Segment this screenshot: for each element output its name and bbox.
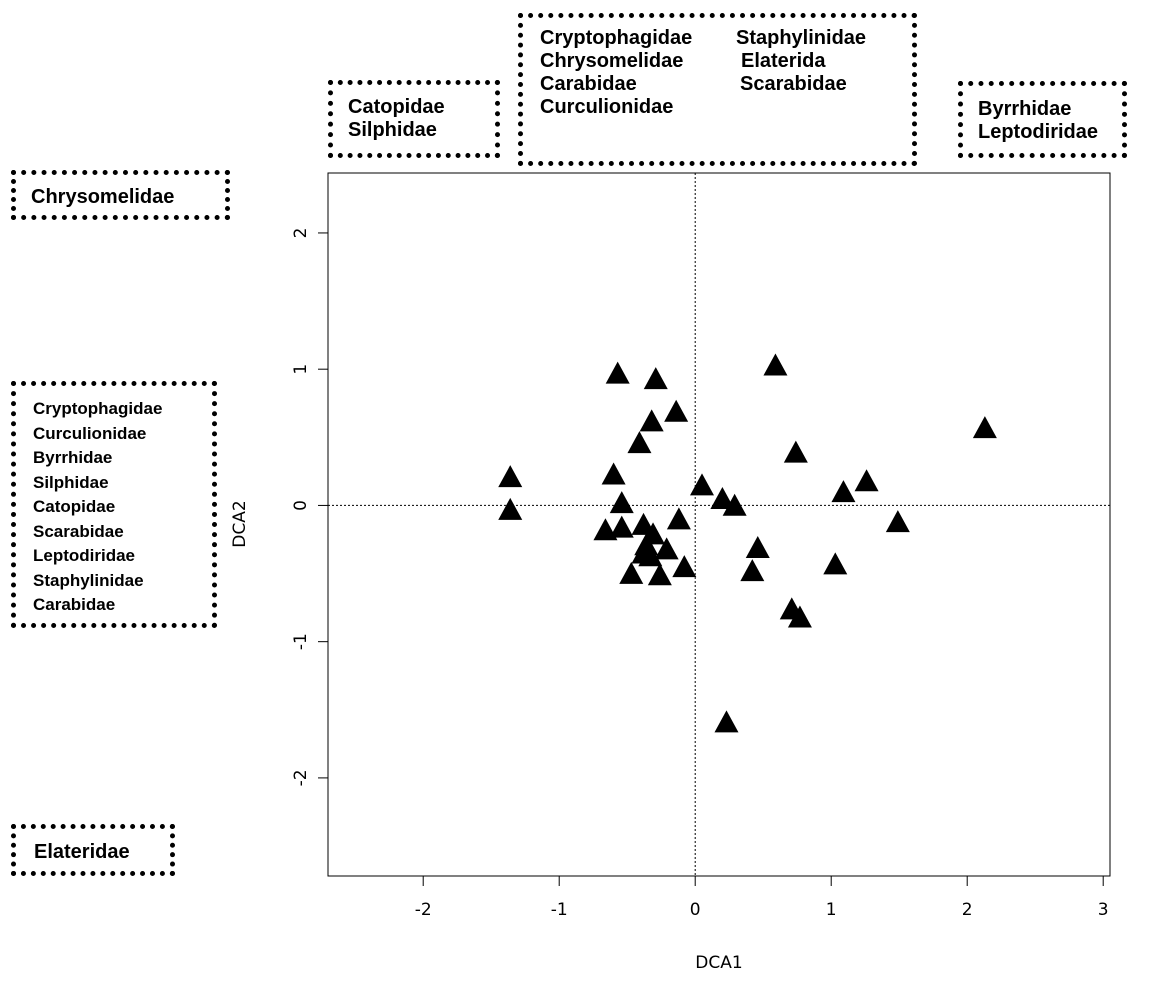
x-tick-label: -1 <box>551 900 568 920</box>
annotation-label: Cryptophagidae <box>33 399 163 418</box>
y-tick-label: -1 <box>291 633 311 650</box>
data-point-triangle <box>647 563 672 586</box>
annotation-box-top-left: Catopidae Silphidae <box>328 80 500 158</box>
annotation-label: Byrrhidae <box>33 448 113 467</box>
x-axis-title: DCA1 <box>695 953 742 973</box>
data-point-triangle <box>763 353 788 376</box>
y-axis-title: DCA2 <box>230 500 250 547</box>
annotation-label: Byrrhidae <box>978 98 1072 120</box>
y-tick-label: -2 <box>291 769 311 786</box>
annotation-label: Silphidae <box>33 472 109 492</box>
x-tick-label: 1 <box>826 900 837 920</box>
annotation-label: Curculionidae <box>540 96 674 118</box>
y-tick-label: 1 <box>291 364 311 375</box>
data-point-triangle <box>498 497 523 520</box>
y-tick-label: 2 <box>291 228 311 239</box>
y-axis: -2 -1 0 1 2 <box>291 228 329 786</box>
data-point-triangle <box>972 416 997 439</box>
annotation-label: Catopidae <box>33 497 116 516</box>
annotation-label: Leptodiridae <box>978 121 1099 143</box>
data-point-triangle <box>783 440 808 463</box>
data-points <box>498 353 997 733</box>
data-point-triangle <box>823 552 848 575</box>
annotation-label: Chrysomelidae <box>540 50 684 72</box>
x-axis: -2 -1 0 1 2 3 <box>415 875 1109 920</box>
annotation-box-left-top: Chrysomelidae <box>11 170 230 220</box>
x-tick-label: 2 <box>962 900 973 920</box>
data-point-triangle <box>619 561 644 584</box>
data-point-triangle <box>885 510 910 533</box>
data-point-triangle <box>601 462 626 485</box>
annotation-label: Staphylinidae <box>33 570 144 590</box>
data-point-triangle <box>690 473 714 496</box>
data-point-triangle <box>627 431 652 454</box>
annotation-label: Carabidae <box>33 595 116 614</box>
annotation-label: Scarabidae <box>740 73 847 95</box>
data-point-triangle <box>714 710 739 733</box>
annotation-label: Catopidae <box>348 96 445 118</box>
data-point-triangle <box>664 399 689 422</box>
data-point-triangle <box>639 409 664 432</box>
data-point-triangle <box>654 537 679 560</box>
data-point-triangle <box>498 465 523 488</box>
data-point-triangle <box>672 555 697 578</box>
data-point-triangle <box>745 536 770 559</box>
data-point-triangle <box>666 507 691 530</box>
annotation-label: Cryptophagidae <box>540 27 693 49</box>
data-point-triangle <box>854 469 879 492</box>
data-point-triangle <box>609 491 634 514</box>
annotation-label: Scarabidae <box>33 521 124 541</box>
annotation-label: Silphidae <box>348 119 437 141</box>
data-point-triangle <box>740 559 765 582</box>
data-point-triangle <box>631 541 656 564</box>
annotation-label: Curculionidae <box>33 423 147 443</box>
annotation-label: Carabidae <box>540 73 637 95</box>
x-tick-label: 3 <box>1098 900 1109 920</box>
annotation-box-top-center: Cryptophagidae Chrysomelidae Carabidae C… <box>518 13 917 166</box>
plot-frame <box>327 172 1111 877</box>
data-point-triangle <box>722 493 747 516</box>
annotation-box-left-bottom: Elateridae <box>11 824 175 876</box>
annotation-label: Elaterida <box>741 50 826 72</box>
data-point-triangle <box>643 367 668 390</box>
annotation-label: Chrysomelidae <box>31 186 175 208</box>
data-point-triangle <box>605 361 630 384</box>
data-point-triangle <box>831 480 856 503</box>
x-tick-label: -2 <box>415 900 432 920</box>
annotation-label: Staphylinidae <box>736 27 867 49</box>
annotation-box-left-mid: Cryptophagidae Curculionidae Byrrhidae S… <box>11 381 217 628</box>
annotation-label: Elateridae <box>34 841 130 863</box>
data-point-triangle <box>787 605 812 628</box>
data-point-triangle <box>710 486 735 509</box>
annotation-label: Leptodiridae <box>33 546 136 565</box>
annotation-box-top-right: Byrrhidae Leptodiridae <box>958 81 1127 158</box>
y-tick-label: 0 <box>291 500 311 511</box>
x-tick-label: 0 <box>690 900 701 920</box>
data-point-triangle <box>609 515 634 538</box>
